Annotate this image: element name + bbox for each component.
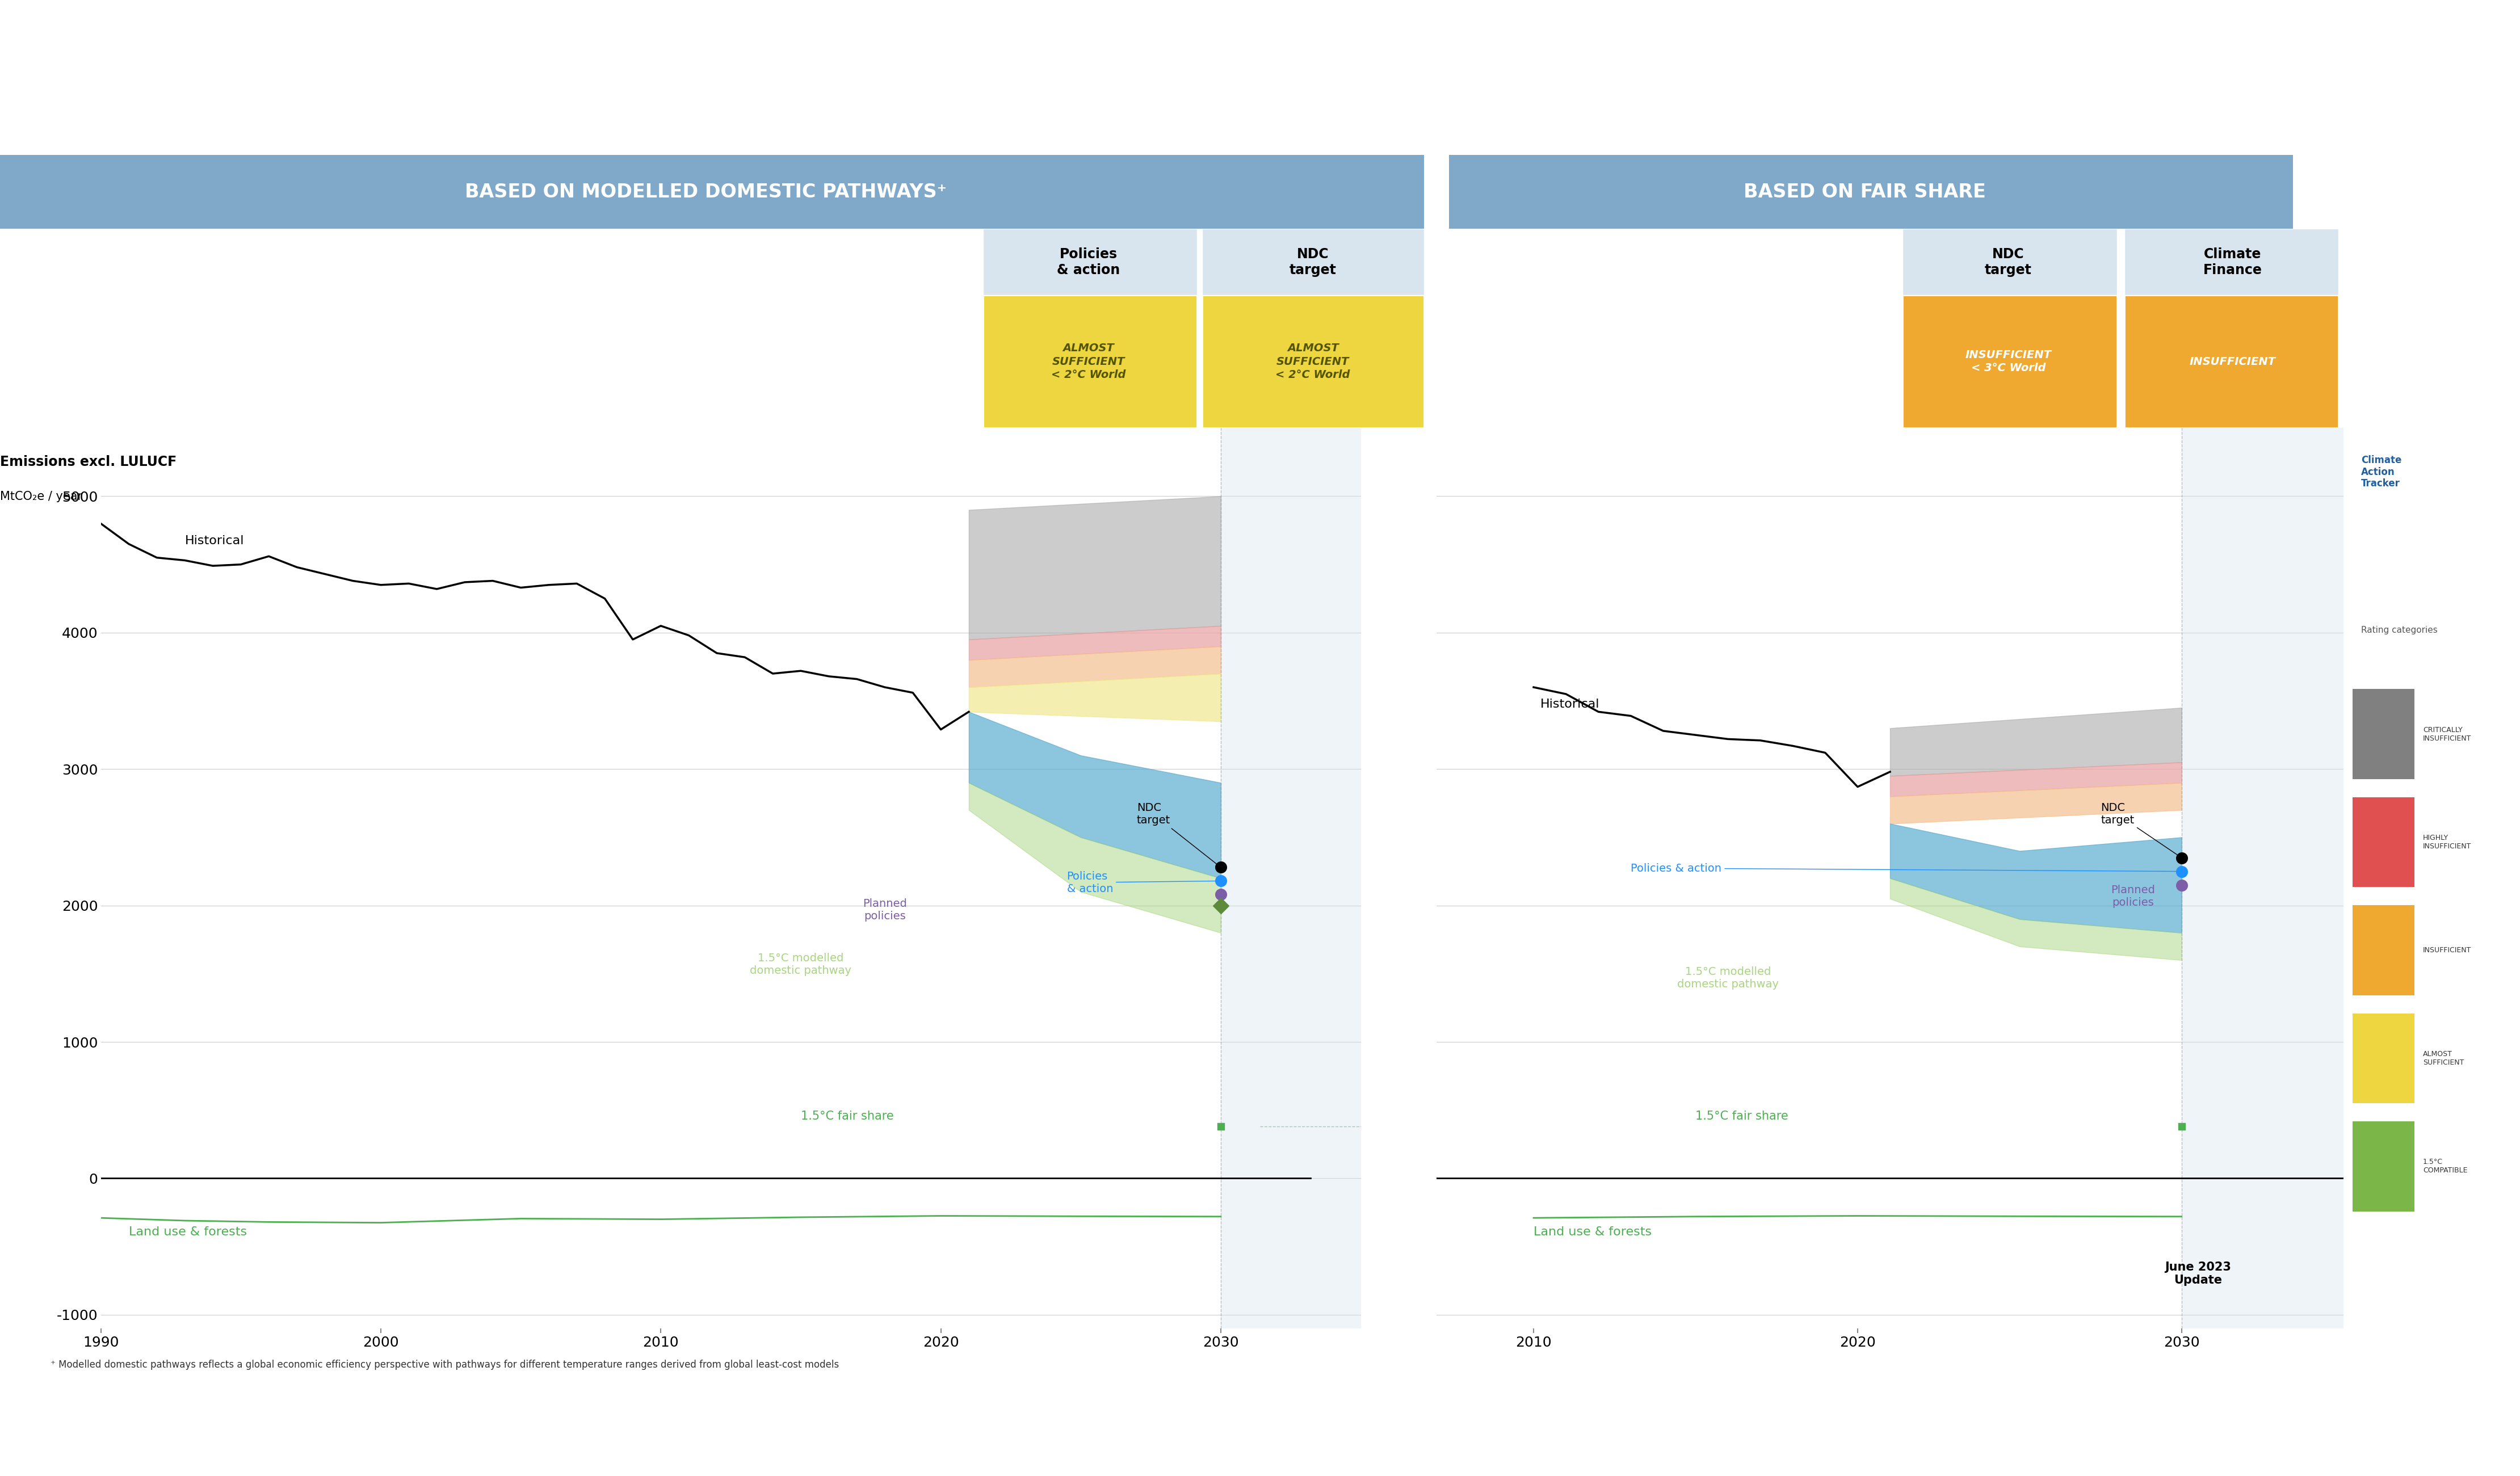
Text: ALMOST
SUFFICIENT
< 2°C World: ALMOST SUFFICIENT < 2°C World	[1051, 342, 1126, 381]
Point	[1200, 856, 1240, 880]
Point	[2162, 859, 2202, 883]
Point	[2162, 874, 2202, 897]
Bar	[2354, 1122, 2414, 1212]
Text: Policies
& action: Policies & action	[1066, 871, 1220, 894]
Bar	[2354, 797, 2414, 887]
Text: ALMOST
SUFFICIENT: ALMOST SUFFICIENT	[2422, 1051, 2465, 1066]
Bar	[1202, 229, 1424, 295]
Bar	[1202, 295, 1424, 428]
Text: Land use & forests: Land use & forests	[129, 1227, 247, 1238]
Bar	[1220, 428, 1290, 1328]
Text: ⁺ Modelled domestic pathways reflects a global economic efficiency perspective w: ⁺ Modelled domestic pathways reflects a …	[50, 1359, 839, 1370]
Bar	[0, 155, 1424, 229]
Point	[1200, 883, 1240, 906]
Text: NDC
target: NDC target	[2102, 803, 2180, 858]
Text: 1.5°C fair share: 1.5°C fair share	[1696, 1110, 1789, 1122]
Bar	[2354, 905, 2414, 995]
Text: NDC
target: NDC target	[1986, 248, 2031, 276]
Text: INSUFFICIENT
< 3°C World: INSUFFICIENT < 3°C World	[1966, 350, 2051, 373]
Text: Rating categories: Rating categories	[2361, 626, 2437, 635]
Text: 1.5°C modelled
domestic pathway: 1.5°C modelled domestic pathway	[1678, 967, 1779, 989]
Text: BASED ON FAIR SHARE: BASED ON FAIR SHARE	[1744, 183, 1986, 201]
Text: INSUFFICIENT: INSUFFICIENT	[1101, 96, 1419, 136]
Text: NDC
target: NDC target	[1137, 803, 1220, 866]
Text: Historical: Historical	[184, 534, 244, 546]
Bar	[983, 229, 1197, 295]
Text: Policies & action: Policies & action	[1630, 863, 2180, 874]
Text: Planned
policies: Planned policies	[862, 899, 907, 921]
Text: 1.5°C fair share: 1.5°C fair share	[801, 1110, 895, 1122]
Text: EUROPEAN UNION OVERALL RATING: EUROPEAN UNION OVERALL RATING	[1061, 35, 1459, 58]
Point	[1200, 869, 1240, 893]
Text: Climate
Finance: Climate Finance	[2202, 248, 2263, 276]
Point	[1200, 893, 1240, 917]
Bar	[2354, 689, 2414, 779]
Text: Land use & forests: Land use & forests	[1535, 1227, 1651, 1238]
Text: INSUFFICIENT: INSUFFICIENT	[2422, 946, 2472, 953]
Point	[2162, 1114, 2202, 1138]
Text: BASED ON MODELLED DOMESTIC PATHWAYS⁺: BASED ON MODELLED DOMESTIC PATHWAYS⁺	[464, 183, 948, 201]
Text: ALMOST
SUFFICIENT
< 2°C World: ALMOST SUFFICIENT < 2°C World	[1275, 342, 1351, 381]
Bar	[1290, 428, 1361, 1328]
Text: 1.5°C modelled
domestic pathway: 1.5°C modelled domestic pathway	[751, 952, 852, 976]
Bar	[1903, 295, 2117, 428]
Text: 1.5°C
COMPATIBLE: 1.5°C COMPATIBLE	[2422, 1159, 2467, 1175]
Point	[1200, 1114, 1240, 1138]
Bar	[2124, 295, 2339, 428]
Bar	[2182, 428, 2263, 1328]
Text: Policies
& action: Policies & action	[1056, 248, 1121, 276]
Bar	[1449, 155, 2293, 229]
Text: NDC
target: NDC target	[1290, 248, 1336, 276]
Bar	[2354, 1014, 2414, 1104]
Bar	[1903, 229, 2117, 295]
Text: MtCO₂e / year: MtCO₂e / year	[0, 492, 83, 502]
Text: Historical: Historical	[1540, 698, 1600, 710]
Text: Planned
policies: Planned policies	[2112, 884, 2155, 908]
Text: CRITICALLY
INSUFFICIENT: CRITICALLY INSUFFICIENT	[2422, 726, 2472, 742]
Text: INSUFFICIENT: INSUFFICIENT	[2190, 356, 2276, 368]
Text: HIGHLY
INSUFFICIENT: HIGHLY INSUFFICIENT	[2422, 834, 2472, 850]
Point	[2162, 846, 2202, 869]
Text: Climate
Action
Tracker: Climate Action Tracker	[2361, 455, 2402, 489]
Text: Emissions excl. LULUCF: Emissions excl. LULUCF	[0, 455, 176, 469]
Bar	[983, 295, 1197, 428]
Bar	[2263, 428, 2344, 1328]
Text: June 2023
Update: June 2023 Update	[2165, 1262, 2230, 1286]
Bar	[2124, 229, 2339, 295]
